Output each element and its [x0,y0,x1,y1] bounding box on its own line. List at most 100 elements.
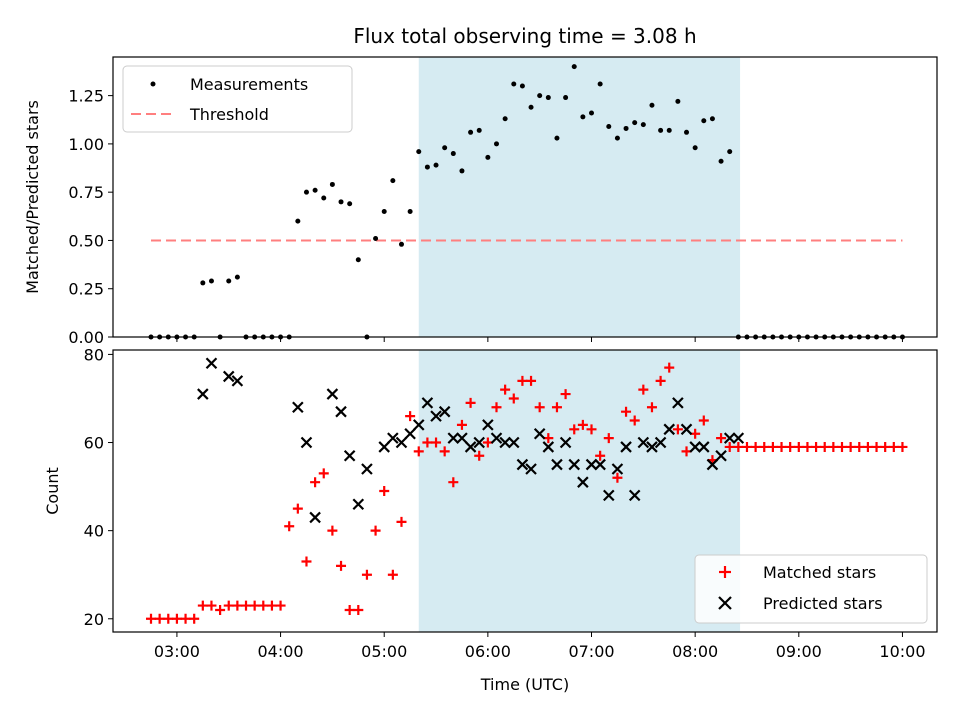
matched-star-point [854,441,865,452]
bottom-y-axis: 20 40 60 80 [84,345,113,629]
predicted-star-point [361,463,373,475]
measurement-point [338,199,344,205]
matched-star-point [560,389,571,400]
matched-star-point [456,419,467,430]
predicted-star-point [594,458,606,471]
predicted-star-point [706,458,719,471]
measurement-point [390,178,396,184]
measurement-point [580,114,586,120]
matched-star-point [586,424,597,435]
measurement-point [381,208,387,214]
measurement-point [649,102,655,108]
measurement-point [295,218,301,224]
matched-star-point [422,437,433,448]
measurement-point [554,135,560,141]
predicted-star-point [628,489,641,502]
top-y-axis-label: Matched/Predicted stars [23,100,42,294]
predicted-star-point [205,357,218,369]
measurement-point [208,278,214,284]
bottom-y-tick-label: 60 [84,434,104,453]
matched-star-point [551,402,562,413]
bottom-x-tick-label: 09:00 [776,642,822,661]
matched-star-point [232,600,243,611]
measurement-point [709,116,715,122]
matched-star-point [180,613,191,624]
bottom-x-tick-label: 10:00 [879,642,925,661]
bottom-x-tick-label: 07:00 [568,642,614,661]
predicted-legend-label: Predicted stars [763,594,883,613]
matched-star-point [146,613,157,624]
measurement-point [614,135,620,141]
measurement-point [459,168,465,174]
matched-star-point [845,441,856,452]
matched-star-point [664,362,675,373]
matched-star-point [500,384,511,395]
measurement-point [545,95,551,101]
matched-star-point [741,441,752,452]
bottom-y-tick-label: 80 [84,345,104,364]
predicted-star-point [309,511,321,524]
bottom-shaded-span [418,350,741,632]
bottom-x-tick-label: 06:00 [465,642,511,661]
measurement-point [666,127,672,133]
matched-star-point [750,441,761,452]
matched-star-point [396,516,407,527]
measurement-point [684,129,690,135]
matched-star-point [197,600,208,611]
predicted-star-point [499,436,511,449]
matched-star-point [888,441,899,452]
measurement-point [597,81,603,87]
matched-star-point [733,441,744,452]
predicted-star-point [507,436,520,449]
predicted-star-point [300,436,313,449]
matched-star-point [508,393,519,404]
predicted-star-point [577,476,589,488]
predicted-star-point [292,401,304,414]
measurement-point [537,93,543,99]
matched-legend-label: Matched stars [763,563,876,582]
measurement-point [312,187,318,193]
matched-star-point [526,375,537,386]
measurement-point [373,236,379,242]
matched-star-point [310,477,321,488]
matched-star-point [327,525,338,536]
predicted-star-point [412,419,425,431]
matched-star-point [379,486,390,496]
measurement-point [718,158,724,164]
predicted-star-point [672,397,684,409]
matched-star-point [474,450,485,461]
matched-star-point [759,441,770,452]
bottom-legend: Matched stars Predicted stars [694,554,928,624]
matched-star-point [206,600,217,611]
bottom-x-axis: 03:00 04:00 05:00 06:00 07:00 08:00 09:00 10:00 [154,632,926,661]
matched-star-point [275,600,286,611]
predicted-star-point [732,432,745,444]
matched-star-point [249,600,260,611]
predicted-star-point [603,489,615,502]
matched-legend-marker [719,566,731,578]
measurement-point [502,116,508,122]
predicted-star-point [525,463,537,475]
measurement-point [329,181,335,187]
matched-star-point [862,441,873,452]
measurement-point [485,154,491,160]
measurement-point [623,125,629,131]
predicted-star-point [352,498,365,510]
measurement-point [727,149,733,155]
predicted-star-point [447,432,460,444]
predicted-star-point [646,441,658,453]
matched-star-point [284,521,295,532]
predicted-star-point [698,441,710,453]
measurement-point [701,118,707,124]
measurement-point [303,189,309,195]
matched-star-point [241,600,252,611]
matched-star-point [638,384,649,395]
predicted-star-point [438,405,451,418]
predicted-star-point [585,458,598,471]
predicted-legend-marker [718,596,732,610]
matched-star-point [646,402,657,413]
matched-star-point [811,441,822,452]
measurement-point [511,81,517,87]
predicted-star-point [387,432,399,444]
